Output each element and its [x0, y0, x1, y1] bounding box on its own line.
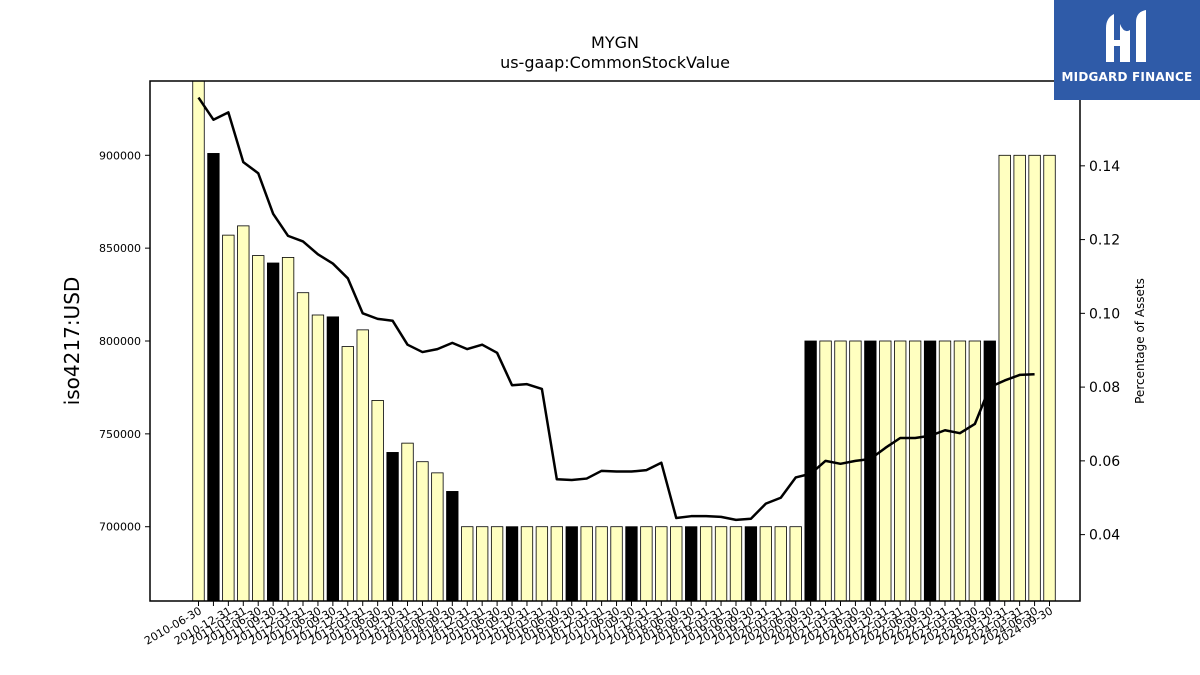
bar	[326, 316, 340, 602]
bar	[595, 526, 608, 602]
bar	[371, 400, 384, 602]
y-tick-label: 900000	[99, 149, 141, 162]
y-axis-right: 0.04 0.06 0.08 0.10 0.12 0.14	[1080, 159, 1120, 544]
y-tick-label: 800000	[99, 335, 141, 348]
bar	[580, 526, 593, 602]
bar	[670, 526, 683, 602]
x-axis: 2010-06-302010-12-312011-03-312011-06-30…	[142, 601, 1055, 648]
midgard-m-icon	[1106, 10, 1146, 62]
bar	[923, 340, 937, 602]
bar	[565, 526, 578, 602]
bar	[685, 526, 698, 602]
bar	[252, 255, 265, 602]
bar	[699, 526, 713, 602]
bar	[416, 461, 429, 602]
bar	[431, 472, 444, 602]
bar	[207, 153, 220, 602]
y2-tick-label: 0.10	[1089, 306, 1120, 322]
bar	[789, 526, 802, 602]
y-tick-label: 750000	[99, 428, 141, 441]
bar-group	[192, 80, 1056, 602]
bar	[953, 340, 967, 602]
bar	[729, 526, 743, 602]
y2-tick-label: 0.08	[1089, 380, 1120, 396]
y-tick-label: 850000	[99, 242, 141, 255]
bar	[296, 292, 310, 602]
bar	[849, 340, 862, 602]
bar	[714, 526, 728, 602]
bar	[356, 329, 369, 602]
y-axis-left: 700000 750000 800000 850000 900000	[99, 149, 150, 534]
bar	[1043, 154, 1056, 602]
y2-axis-label: Percentage of Assets	[1133, 278, 1147, 404]
chart-title: MYGN	[591, 33, 639, 52]
bar	[550, 526, 563, 602]
bar	[610, 526, 623, 602]
bar	[908, 340, 922, 602]
y2-tick-label: 0.04	[1089, 528, 1120, 544]
bar	[655, 526, 668, 602]
bar	[938, 340, 952, 602]
bar	[222, 234, 235, 602]
brand-name: MIDGARD FINANCE	[1061, 70, 1193, 84]
bar	[461, 526, 474, 602]
chart-subtitle: us-gaap:CommonStockValue	[500, 53, 730, 72]
bar	[490, 526, 504, 602]
bar	[237, 225, 250, 602]
brand-logo: MIDGARD FINANCE	[1054, 0, 1200, 100]
bar	[1013, 154, 1026, 602]
bar	[774, 526, 787, 602]
y2-tick-label: 0.12	[1089, 233, 1120, 249]
bar	[983, 340, 996, 602]
bar	[535, 526, 549, 602]
bar	[505, 526, 519, 602]
bar	[819, 340, 832, 602]
y2-tick-label: 0.06	[1089, 454, 1120, 470]
bar	[386, 452, 399, 602]
y-tick-label: 700000	[99, 521, 141, 534]
bar	[968, 340, 982, 602]
bar	[281, 257, 295, 602]
bar	[266, 262, 280, 602]
bar	[834, 340, 847, 602]
bar	[640, 526, 653, 602]
bar	[476, 526, 489, 602]
y2-tick-label: 0.14	[1089, 159, 1120, 175]
bar	[744, 526, 758, 602]
pct-of-assets-line	[197, 96, 1035, 522]
bar	[401, 442, 414, 602]
bar	[879, 340, 892, 602]
bar	[625, 526, 638, 602]
bar	[446, 491, 459, 602]
bar	[192, 80, 205, 602]
y-axis-label: iso4217:USD	[60, 277, 84, 406]
bar	[1028, 154, 1041, 602]
bar	[864, 340, 877, 602]
bar	[759, 526, 772, 602]
bar	[341, 346, 354, 602]
bar	[894, 340, 907, 602]
bar	[520, 526, 534, 602]
bar	[311, 314, 325, 602]
